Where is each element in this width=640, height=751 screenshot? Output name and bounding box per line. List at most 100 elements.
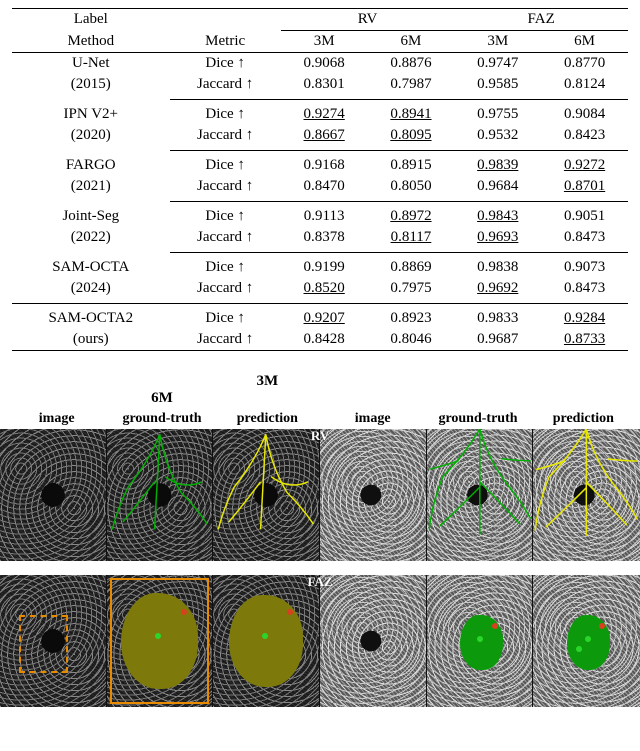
cell-value: 0.8770	[541, 53, 628, 75]
method-name: SAM-OCTA2	[12, 308, 170, 329]
cell-value: 0.9274	[281, 104, 368, 125]
cell-value: 0.9113	[281, 206, 368, 227]
faz-mask-icon	[229, 595, 303, 687]
cell-value: 0.9073	[541, 257, 628, 278]
cell-value: 0.9585	[454, 74, 541, 95]
cell-value: 0.9839	[454, 155, 541, 176]
cell-value: 0.9687	[454, 329, 541, 351]
cell-value: 0.8050	[368, 176, 455, 197]
tile-faz-3m-gt	[107, 575, 214, 707]
col-pred: prediction	[531, 411, 636, 427]
cell-value: 0.9684	[454, 176, 541, 197]
cell-value: 0.8520	[281, 278, 368, 299]
method-name: IPN V2+	[12, 104, 170, 125]
hdr-metric: Metric	[170, 31, 281, 53]
tile-faz-3m-pred	[213, 575, 320, 707]
cell-value: 0.9284	[541, 308, 628, 329]
cell-value: 0.8923	[368, 308, 455, 329]
cell-value: 0.8869	[368, 257, 455, 278]
method-name: U-Net	[12, 53, 170, 75]
col-pred: prediction	[215, 411, 320, 427]
cell-value: 0.9168	[281, 155, 368, 176]
figure-row-rv: RV	[0, 429, 640, 561]
tile-rv-3m-image	[0, 429, 107, 561]
point-icon	[262, 633, 268, 639]
figure-col-labels: image ground-truth prediction image grou…	[0, 411, 640, 429]
method-year: (2015)	[12, 74, 170, 95]
label-6m: 6M	[4, 390, 320, 407]
method-name: FARGO	[12, 155, 170, 176]
table-container: Label RV FAZ Method Metric 3M 6M 3M 6M U…	[0, 0, 640, 351]
metric-label: Jaccard ↑	[170, 278, 281, 299]
cell-value: 0.7987	[368, 74, 455, 95]
cell-value: 0.8972	[368, 206, 455, 227]
hdr-rv-6m: 6M	[368, 31, 455, 53]
cell-value: 0.8378	[281, 227, 368, 248]
cell-value: 0.8733	[541, 329, 628, 351]
method-year: (ours)	[12, 329, 170, 351]
faz-mask-icon	[121, 593, 197, 688]
cell-value: 0.9838	[454, 257, 541, 278]
metric-label: Jaccard ↑	[170, 176, 281, 197]
cell-value: 0.9692	[454, 278, 541, 299]
vessel-overlay-icon	[107, 429, 213, 535]
metric-label: Jaccard ↑	[170, 74, 281, 95]
vessel-overlay-icon	[213, 429, 319, 535]
metric-label: Dice ↑	[170, 104, 281, 125]
col-image: image	[4, 411, 109, 427]
cell-value: 0.8301	[281, 74, 368, 95]
cell-value: 0.8046	[368, 329, 455, 351]
point-icon	[181, 609, 187, 615]
row-label-faz: FAZ	[0, 574, 640, 590]
col-image: image	[320, 411, 425, 427]
figure-container: 3M 6M image ground-truth prediction imag…	[0, 373, 640, 707]
col-gt: ground-truth	[109, 411, 214, 427]
method-year: (2021)	[12, 176, 170, 197]
cell-value: 0.9755	[454, 104, 541, 125]
cell-value: 0.9207	[281, 308, 368, 329]
metric-label: Dice ↑	[170, 53, 281, 75]
cell-value: 0.8470	[281, 176, 368, 197]
cell-value: 0.8701	[541, 176, 628, 197]
method-year: (2022)	[12, 227, 170, 248]
hdr-method: Method	[12, 31, 170, 53]
cell-value: 0.8941	[368, 104, 455, 125]
cell-value: 0.8473	[541, 278, 628, 299]
cell-value: 0.9833	[454, 308, 541, 329]
cell-value: 0.9747	[454, 53, 541, 75]
cell-value: 0.8423	[541, 125, 628, 146]
hdr-label: Label	[12, 9, 170, 31]
cell-value: 0.9843	[454, 206, 541, 227]
metric-label: Jaccard ↑	[170, 227, 281, 248]
method-name: SAM-OCTA	[12, 257, 170, 278]
tile-faz-6m-gt	[427, 575, 534, 707]
method-year: (2024)	[12, 278, 170, 299]
cell-value: 0.8428	[281, 329, 368, 351]
hdr-faz-6m: 6M	[541, 31, 628, 53]
cell-value: 0.9051	[541, 206, 628, 227]
method-year: (2020)	[12, 125, 170, 146]
method-name: Joint-Seg	[12, 206, 170, 227]
point-icon	[585, 636, 591, 642]
cell-value: 0.9532	[454, 125, 541, 146]
metric-label: Jaccard ↑	[170, 125, 281, 146]
tile-faz-6m-image	[320, 575, 427, 707]
hdr-rv-3m: 3M	[281, 31, 368, 53]
figure-group-labels: 3M 6M	[0, 373, 640, 411]
hdr-faz: FAZ	[454, 9, 628, 31]
label-3m: 3M	[109, 373, 425, 390]
metric-label: Dice ↑	[170, 206, 281, 227]
metric-label: Dice ↑	[170, 308, 281, 329]
cell-value: 0.9693	[454, 227, 541, 248]
cell-value: 0.8117	[368, 227, 455, 248]
cell-value: 0.8876	[368, 53, 455, 75]
metric-label: Dice ↑	[170, 257, 281, 278]
cell-value: 0.8124	[541, 74, 628, 95]
hdr-rv: RV	[281, 9, 455, 31]
tile-rv-6m-pred	[533, 429, 640, 561]
vessel-overlay-icon	[427, 429, 533, 535]
tile-rv-6m-gt	[427, 429, 534, 561]
cell-value: 0.9272	[541, 155, 628, 176]
cell-value: 0.8667	[281, 125, 368, 146]
cell-value: 0.8915	[368, 155, 455, 176]
